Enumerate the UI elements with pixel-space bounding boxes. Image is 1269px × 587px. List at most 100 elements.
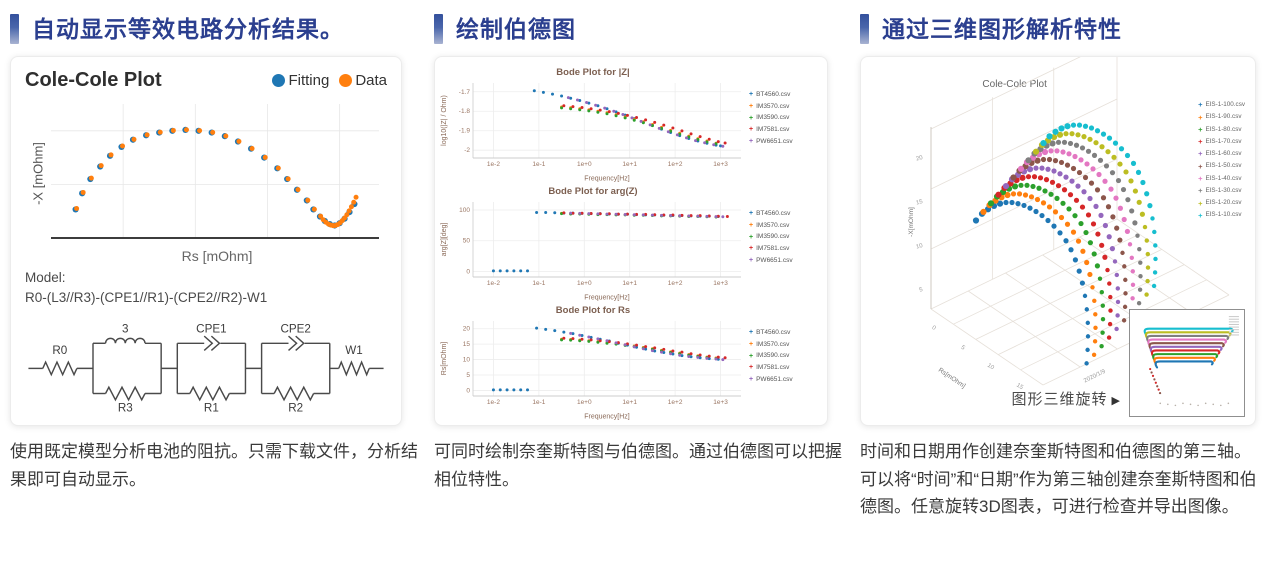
legend-item: + EIS-1-50.csv (1198, 161, 1242, 171)
svg-text:log10(|Z| / Ohm): log10(|Z| / Ohm) (441, 95, 448, 146)
svg-text:CPE2: CPE2 (280, 322, 310, 335)
cole-cole-panel: Cole-Cole Plot Fitting Data -X [mOhm] Rs… (10, 56, 402, 426)
heading-accent-bar (434, 14, 443, 44)
svg-text:-X[mOhm]: -X[mOhm] (908, 207, 915, 237)
svg-text:1e+1: 1e+1 (622, 280, 637, 287)
bode-rs-chart: 1e-2 1e-1 1e+0 1e+1 1e+2 1e+3 0 5 10 15 20 Frequenc… (439, 316, 747, 421)
bode-row-z: Bode Plot for |Z| 1e-2 1e-1 1e+0 1e+1 1e+2 1e… (439, 63, 823, 183)
series-marker-icon: + (749, 114, 754, 122)
svg-text:15: 15 (463, 341, 471, 348)
3d-chart-title: Cole-Cole Plot (982, 79, 1047, 90)
legend-item: + IM7581.csv (749, 126, 790, 134)
svg-text:5: 5 (466, 372, 470, 379)
svg-text:1e+0: 1e+0 (577, 280, 592, 287)
3d-chart-legend: + EIS-1-100.csv + EIS-1-90.csv + EIS-1-80.csv… (1198, 99, 1245, 222)
svg-text:1e+1: 1e+1 (622, 161, 637, 168)
svg-text:Frequency[Hz]: Frequency[Hz] (584, 295, 630, 302)
svg-text:1e+3: 1e+3 (713, 161, 728, 168)
series-marker-icon: + (1198, 149, 1203, 159)
model-text: Model: R0-(L3//R3)-(CPE1//R1)-(CPE2//R2)… (25, 268, 387, 309)
legend-item: + EIS-1-60.csv (1198, 149, 1242, 159)
3d-view-inset-thumbnail (1129, 309, 1245, 417)
series-marker-icon: + (1198, 161, 1203, 171)
model-formula: R0-(L3//R3)-(CPE1//R1)-(CPE2//R2)-W1 (25, 290, 268, 306)
svg-text:1e+2: 1e+2 (668, 399, 683, 406)
x-axis-label: Rs [mOhm] (181, 248, 253, 264)
legend-item: + IM3590.csv (749, 114, 790, 122)
legend-item: + IM3570.csv (749, 340, 790, 349)
feature-description: 时间和日期用作创建奈奎斯特图和伯德图的第三轴。 可以将“时间”和“日期”作为第三… (860, 442, 1257, 517)
legend-item: + IM7581.csv (749, 364, 790, 372)
legend-item: + BT4560.csv (749, 91, 791, 99)
svg-text:Frequency[Hz]: Frequency[Hz] (584, 176, 630, 183)
svg-text:CPE1: CPE1 (196, 322, 226, 335)
series-marker-icon: + (749, 245, 754, 253)
svg-text:W1: W1 (345, 344, 362, 357)
play-arrow-icon: ▶ (1111, 395, 1121, 407)
data-marker-icon (339, 74, 353, 87)
legend-item: + IM3570.csv (749, 221, 790, 230)
equivalent-circuit-diagram: R0 3 R3 CPE1 R1 CPE2 R2 W1 (28, 322, 384, 414)
svg-text:5: 5 (919, 287, 924, 294)
series-marker-icon: + (1198, 173, 1203, 183)
svg-text:1e-1: 1e-1 (532, 161, 545, 168)
svg-text:0: 0 (931, 325, 938, 332)
svg-text:-1.7: -1.7 (459, 89, 471, 96)
svg-text:1e-2: 1e-2 (487, 399, 500, 406)
svg-text:1e-2: 1e-2 (487, 161, 500, 168)
legend-item: + PW6651.csv (749, 375, 793, 384)
series-marker-icon: + (749, 233, 754, 241)
series-marker-icon: + (749, 210, 754, 218)
svg-text:1e+0: 1e+0 (577, 399, 592, 406)
rotate-3d-label: 图形三维旋转 ▶ (1011, 391, 1121, 408)
feature-column-3d: 通过三维图形解析特性 Cole-Cole Plot 20 15 10 5 0 5 10 15 2… (860, 0, 1262, 516)
svg-text:R1: R1 (204, 401, 219, 414)
svg-text:1e+3: 1e+3 (713, 399, 728, 406)
legend-item: + BT4560.csv (749, 329, 791, 337)
svg-text:-2: -2 (464, 147, 470, 154)
series-marker-icon: + (749, 352, 754, 360)
3d-cole-cole-chart: 20151050510152020/1/92020/1/112020/1/13D… (861, 57, 1255, 425)
section-heading: 自动显示等效电路分析结果。 (32, 15, 344, 42)
legend-item-fitting: Fitting (272, 72, 329, 89)
bode-z-title: Bode Plot for |Z| (556, 67, 630, 78)
bode-plots-panel: Bode Plot for |Z| 1e-2 1e-1 1e+0 1e+1 1e+2 1e… (434, 56, 828, 426)
svg-text:15: 15 (916, 199, 925, 207)
svg-text:5: 5 (960, 345, 967, 352)
svg-text:1e+2: 1e+2 (668, 161, 683, 168)
svg-text:1e-1: 1e-1 (532, 280, 545, 287)
feature-description: 使用既定模型分析电池的阻抗。只需下载文件，分析结果即可自动显示。 (10, 442, 418, 489)
y-axis-label: -X [mOhm] (30, 142, 46, 205)
svg-text:arg[Z][deg]: arg[Z][deg] (441, 223, 448, 257)
svg-text:1e+0: 1e+0 (577, 161, 592, 168)
legend-item: + EIS-1-90.csv (1198, 112, 1242, 122)
svg-text:R0: R0 (52, 344, 67, 357)
legend-item: + EIS-1-30.csv (1198, 186, 1242, 196)
svg-text:20: 20 (916, 155, 925, 163)
svg-text:10: 10 (916, 243, 925, 251)
svg-text:1e+2: 1e+2 (668, 280, 683, 287)
series-marker-icon: + (1198, 124, 1203, 134)
legend-item: + PW6651.csv (749, 137, 793, 146)
legend-item: + EIS-1-80.csv (1198, 124, 1242, 134)
bode-arg-chart: 1e-2 1e-1 1e+0 1e+1 1e+2 1e+3 0 50 100 Frequency[… (439, 197, 747, 302)
fitting-marker-icon (272, 74, 286, 87)
feature-description: 可同时绘制奈奎斯特图与伯德图。通过伯德图可以把握相位特性。 (434, 442, 842, 489)
legend-item-data: Data (339, 72, 387, 89)
svg-text:10: 10 (463, 357, 471, 364)
section-heading: 通过三维图形解析特性 (882, 15, 1122, 42)
series-marker-icon: + (1198, 112, 1203, 122)
series-marker-icon: + (1198, 100, 1203, 110)
svg-text:0: 0 (466, 387, 470, 394)
legend-item: + EIS-1-10.csv (1198, 210, 1242, 220)
legend-item: + IM3570.csv (749, 102, 790, 111)
bode-arg-legend: + BT4560.csv + IM3570.csv + IM3590.csv + IM7581… (749, 208, 823, 266)
series-marker-icon: + (1198, 137, 1203, 147)
series-marker-icon: + (749, 341, 754, 349)
svg-text:3: 3 (122, 322, 128, 335)
legend-item: + IM3590.csv (749, 352, 790, 360)
feature-column-bode: 绘制伯德图 Bode Plot for |Z| 1e-2 1e-1 1e+0 1e+1… (434, 0, 848, 489)
section-header: 自动显示等效电路分析结果。 (10, 12, 422, 46)
svg-text:10: 10 (986, 363, 995, 372)
